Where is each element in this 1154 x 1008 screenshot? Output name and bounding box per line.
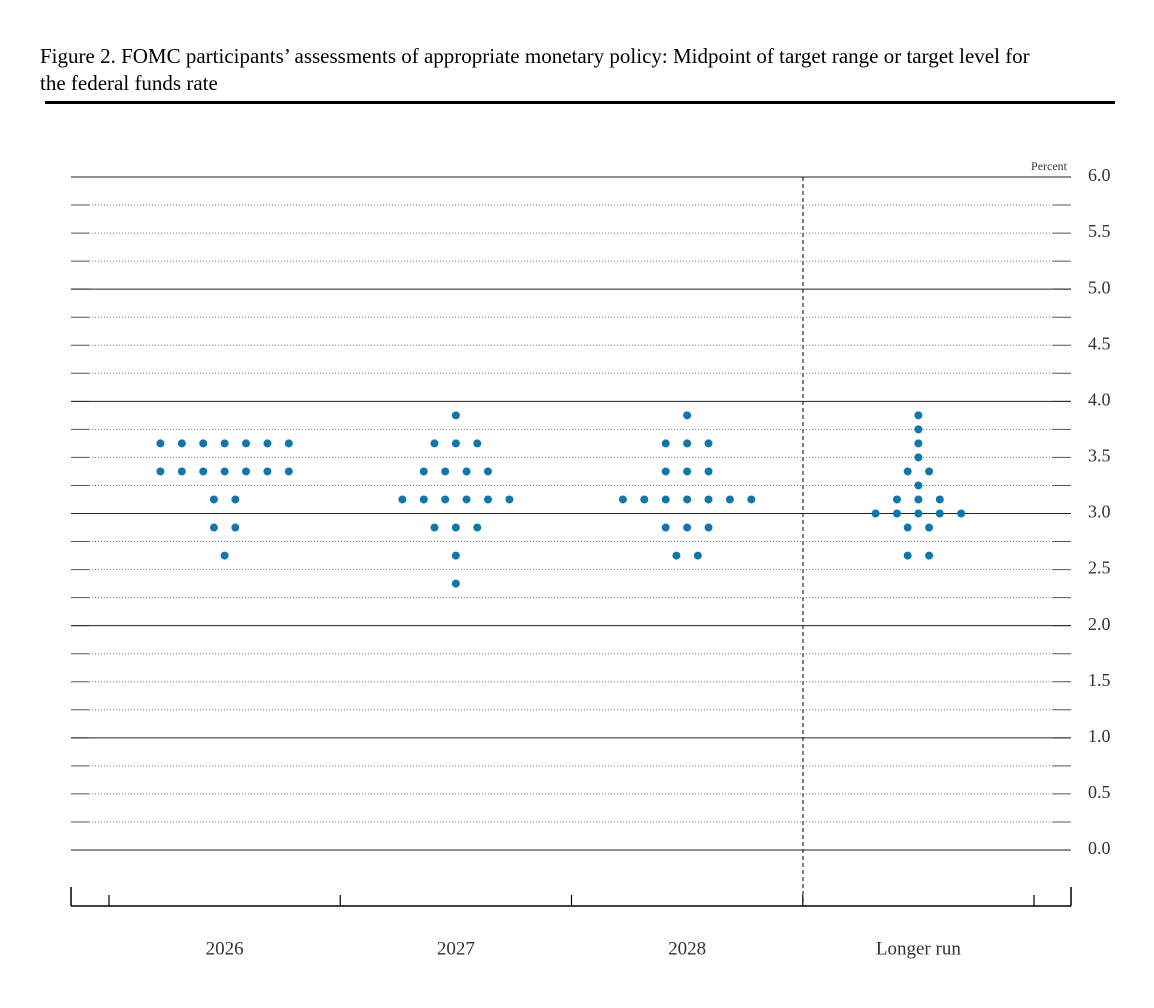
dot <box>704 495 713 504</box>
dot <box>199 467 208 476</box>
dot <box>903 523 912 532</box>
dot <box>462 495 471 504</box>
dot <box>473 523 482 532</box>
dot <box>220 439 229 448</box>
dot <box>451 551 460 560</box>
dot <box>220 551 229 560</box>
dot <box>231 495 240 504</box>
dot <box>892 509 901 518</box>
dot <box>661 439 670 448</box>
dot <box>683 467 692 476</box>
y-tick-label: 2.5 <box>1088 558 1111 578</box>
dot <box>704 467 713 476</box>
dot <box>957 509 966 518</box>
dot <box>925 467 934 476</box>
dot <box>935 509 944 518</box>
dot <box>618 495 627 504</box>
dot <box>640 495 649 504</box>
dot <box>903 551 912 560</box>
y-tick-label: 2.0 <box>1088 614 1111 634</box>
dot <box>430 439 439 448</box>
dot <box>209 523 218 532</box>
y-tick-label: 0.5 <box>1088 782 1111 802</box>
dot <box>914 411 923 420</box>
dot <box>925 551 934 560</box>
dot <box>683 439 692 448</box>
dot <box>284 439 293 448</box>
dot <box>451 579 460 588</box>
y-axis-label: Percent <box>1031 159 1068 173</box>
dot <box>430 523 439 532</box>
dot <box>661 523 670 532</box>
dot <box>419 467 428 476</box>
dot <box>914 495 923 504</box>
dot <box>177 439 186 448</box>
dot <box>156 467 165 476</box>
dot <box>914 481 923 490</box>
dot <box>263 439 272 448</box>
dot <box>441 495 450 504</box>
dot <box>683 523 692 532</box>
dot <box>914 425 923 434</box>
dot <box>914 439 923 448</box>
dot <box>661 467 670 476</box>
chart-title: Figure 2. FOMC participants’ assessments… <box>40 44 1030 95</box>
x-tick-label: 2026 <box>206 938 244 959</box>
dot <box>419 495 428 504</box>
dot <box>462 467 471 476</box>
dot <box>156 439 165 448</box>
dot <box>747 495 756 504</box>
dot <box>914 453 923 462</box>
x-tick-label: Longer run <box>876 938 961 959</box>
dot <box>398 495 407 504</box>
dot <box>242 467 251 476</box>
dot <box>683 495 692 504</box>
dot <box>483 495 492 504</box>
y-tick-label: 5.5 <box>1088 221 1111 241</box>
dot <box>220 467 229 476</box>
y-tick-label: 4.0 <box>1088 389 1111 409</box>
y-tick-label: 3.5 <box>1088 446 1111 466</box>
dot <box>231 523 240 532</box>
dot <box>725 495 734 504</box>
dot <box>242 439 251 448</box>
y-tick-label: 1.0 <box>1088 726 1111 746</box>
y-tick-label: 6.0 <box>1088 165 1111 185</box>
dot <box>693 551 702 560</box>
dot <box>704 439 713 448</box>
dot <box>672 551 681 560</box>
dot <box>177 467 186 476</box>
dot <box>914 509 923 518</box>
dot <box>903 467 912 476</box>
x-tick-label: 2028 <box>668 938 706 959</box>
dot <box>263 467 272 476</box>
dot <box>892 495 901 504</box>
x-tick-label: 2027 <box>437 938 475 959</box>
y-tick-label: 4.5 <box>1088 333 1111 353</box>
dot <box>451 523 460 532</box>
dot <box>451 411 460 420</box>
dot <box>704 523 713 532</box>
dot <box>441 467 450 476</box>
dot <box>935 495 944 504</box>
y-tick-label: 1.5 <box>1088 670 1111 690</box>
dot <box>683 411 692 420</box>
y-tick-label: 5.0 <box>1088 277 1111 297</box>
dot <box>925 523 934 532</box>
dot <box>284 467 293 476</box>
dot <box>505 495 514 504</box>
dot <box>871 509 880 518</box>
dot <box>209 495 218 504</box>
dot <box>473 439 482 448</box>
dot <box>661 495 670 504</box>
dot <box>483 467 492 476</box>
y-tick-label: 3.0 <box>1088 502 1111 522</box>
title-rule <box>45 101 1115 104</box>
y-tick-label: 0.0 <box>1088 838 1111 858</box>
dot <box>451 439 460 448</box>
dot <box>199 439 208 448</box>
